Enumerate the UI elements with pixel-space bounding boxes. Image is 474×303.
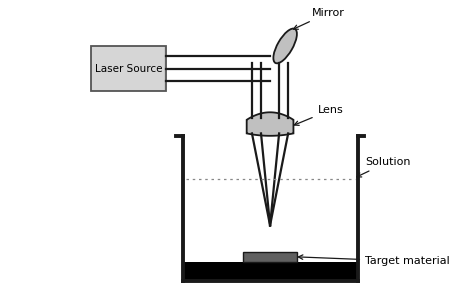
Bar bbox=[243, 252, 297, 261]
Text: Laser Source: Laser Source bbox=[94, 64, 162, 74]
FancyBboxPatch shape bbox=[92, 48, 164, 90]
Text: Mirror: Mirror bbox=[293, 8, 345, 29]
Text: Solution: Solution bbox=[357, 157, 410, 177]
Polygon shape bbox=[246, 112, 293, 136]
FancyBboxPatch shape bbox=[91, 46, 166, 91]
Bar bbox=[182, 261, 357, 281]
Text: Target material: Target material bbox=[298, 255, 450, 266]
Text: Lens: Lens bbox=[294, 105, 343, 125]
Ellipse shape bbox=[273, 28, 297, 63]
